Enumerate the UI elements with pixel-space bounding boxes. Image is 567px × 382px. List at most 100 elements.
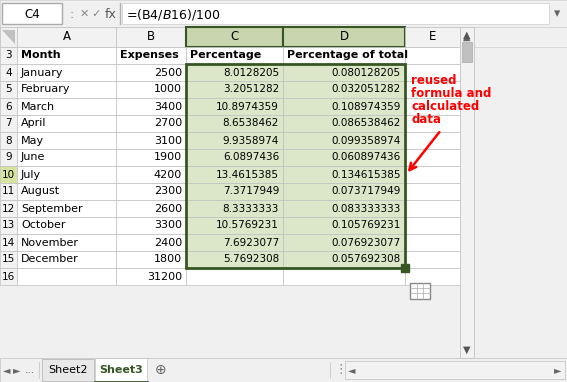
Bar (0, 0, 567, 27)
Text: 4: 4 (5, 68, 12, 78)
Text: 2500: 2500 (154, 68, 182, 78)
Text: June: June (21, 152, 45, 162)
Bar (186, 47, 283, 64)
Text: 8.3333333: 8.3333333 (223, 204, 279, 214)
Text: 5: 5 (5, 84, 12, 94)
Text: 3.2051282: 3.2051282 (223, 84, 279, 94)
Bar (116, 27, 186, 47)
Text: November: November (21, 238, 79, 248)
Bar (116, 217, 186, 234)
Bar (116, 234, 186, 251)
Bar (17, 132, 116, 149)
Text: 1800: 1800 (154, 254, 182, 264)
Text: ...: ... (25, 365, 35, 375)
Bar (17, 200, 116, 217)
Bar (283, 98, 405, 115)
Bar (460, 251, 474, 268)
Text: 0.080128205: 0.080128205 (332, 68, 401, 78)
Bar (283, 251, 405, 268)
Text: 7.3717949: 7.3717949 (223, 186, 279, 196)
Bar (405, 132, 460, 149)
Bar (405, 149, 460, 166)
Bar (460, 166, 474, 183)
Bar (0, 268, 17, 285)
Bar (405, 27, 460, 47)
Text: 0.108974359: 0.108974359 (332, 102, 401, 112)
Bar (17, 47, 116, 64)
Text: 0.032051282: 0.032051282 (332, 84, 401, 94)
Bar (17, 251, 116, 268)
Text: ✕: ✕ (79, 9, 88, 19)
Bar (186, 132, 283, 149)
Text: fx: fx (105, 8, 117, 21)
Text: 2400: 2400 (154, 238, 182, 248)
Text: 8.0128205: 8.0128205 (223, 68, 279, 78)
Bar (17, 115, 116, 132)
Text: D: D (340, 31, 349, 44)
Bar (405, 234, 460, 251)
Text: 0.134615385: 0.134615385 (332, 170, 401, 180)
Text: reused: reused (411, 74, 456, 87)
Text: 0.086538462: 0.086538462 (332, 118, 401, 128)
Bar (401, 264, 409, 272)
Bar (17, 81, 116, 98)
Bar (0, 64, 17, 81)
Bar (0, 98, 17, 115)
Bar (460, 64, 474, 81)
Text: ▲: ▲ (463, 30, 471, 40)
Bar (460, 183, 474, 200)
Text: 0.099358974: 0.099358974 (332, 136, 401, 146)
Bar (283, 183, 405, 200)
Text: 1900: 1900 (154, 152, 182, 162)
Text: 11: 11 (2, 186, 15, 196)
Bar (116, 47, 186, 64)
Text: C: C (230, 31, 239, 44)
Bar (186, 234, 283, 251)
Text: ►: ► (13, 365, 21, 375)
Bar (2, 3, 62, 24)
Bar (460, 285, 474, 358)
Text: 13.4615385: 13.4615385 (216, 170, 279, 180)
Text: August: August (21, 186, 60, 196)
Bar (283, 268, 405, 285)
Text: 3300: 3300 (154, 220, 182, 230)
Text: 9.9358974: 9.9358974 (223, 136, 279, 146)
Bar (186, 98, 283, 115)
Text: 0.076923077: 0.076923077 (332, 238, 401, 248)
Text: 3400: 3400 (154, 102, 182, 112)
Text: ▼: ▼ (463, 345, 471, 355)
Bar (460, 132, 474, 149)
Bar (405, 81, 460, 98)
Text: 15: 15 (2, 254, 15, 264)
Bar (460, 149, 474, 166)
Text: July: July (21, 170, 41, 180)
Bar (17, 149, 116, 166)
Text: 3100: 3100 (154, 136, 182, 146)
Bar (116, 149, 186, 166)
Text: 8.6538462: 8.6538462 (223, 118, 279, 128)
Bar (283, 64, 405, 81)
Text: calculated: calculated (411, 100, 479, 113)
Bar (186, 166, 283, 183)
Bar (460, 200, 474, 217)
Text: 14: 14 (2, 238, 15, 248)
Bar (283, 217, 405, 234)
Text: 0.073717949: 0.073717949 (332, 186, 401, 196)
Text: December: December (21, 254, 79, 264)
Text: ◄: ◄ (3, 365, 11, 375)
Bar (42, 359, 94, 381)
Bar (345, 361, 565, 379)
Bar (116, 268, 186, 285)
Bar (17, 27, 116, 47)
Text: ⊕: ⊕ (155, 363, 167, 377)
Text: October: October (21, 220, 66, 230)
Text: 0.060897436: 0.060897436 (332, 152, 401, 162)
Bar (186, 217, 283, 234)
Bar (116, 64, 186, 81)
Text: 7.6923077: 7.6923077 (223, 238, 279, 248)
Text: May: May (21, 136, 44, 146)
Bar (405, 98, 460, 115)
Text: 9: 9 (5, 152, 12, 162)
Text: B: B (147, 31, 155, 44)
Bar (116, 183, 186, 200)
